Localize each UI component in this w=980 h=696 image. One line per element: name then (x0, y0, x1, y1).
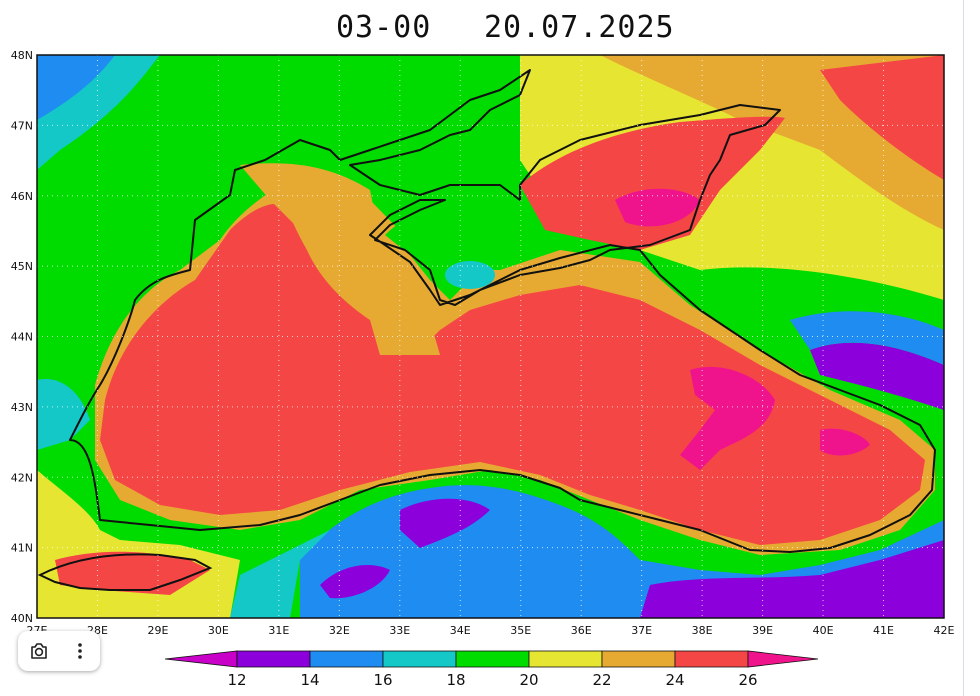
lat-tick-label: 48N (11, 49, 33, 62)
longitude-labels: 27E28E29E30E31E32E33E34E35E36E37E38E39E4… (27, 624, 955, 637)
crimea-cold-spot (445, 261, 495, 289)
lon-tick-label: 33E (389, 624, 410, 637)
colorbar-tick-label: 12 (227, 671, 246, 689)
colorbar-segment (601, 650, 676, 668)
lat-tick-label: 46N (11, 190, 33, 203)
map-title: 03-00 20.07.2025 (0, 6, 980, 46)
cold-pool-2 (320, 565, 390, 599)
colorbar-tick-label: 16 (373, 671, 392, 689)
colorbar-segment (236, 650, 311, 668)
more-vertical-icon[interactable] (65, 636, 95, 666)
lat-tick-label: 44N (11, 331, 33, 344)
colorbar-arrow-low (164, 650, 238, 668)
south-band-18 (230, 530, 330, 618)
hotspot-east-1 (680, 366, 775, 470)
cool-band-east (790, 311, 944, 365)
colorbar-segment (455, 650, 530, 668)
image-toolbar (18, 631, 100, 671)
lat-tick-label: 43N (11, 401, 33, 414)
lon-tick-label: 42E (934, 624, 955, 637)
azov-sea-warm (520, 116, 785, 250)
camera-icon[interactable] (24, 636, 54, 666)
lat-tick-label: 40N (11, 612, 33, 625)
map-frame (36, 54, 945, 619)
lon-tick-label: 36E (571, 624, 592, 637)
sea-core-26 (100, 203, 925, 545)
lon-tick-label: 39E (752, 624, 773, 637)
colorbar-segment (674, 650, 749, 668)
lon-tick-label: 41E (873, 624, 894, 637)
marmara-sea (55, 551, 210, 595)
west-coast-cool (37, 379, 90, 450)
colorbar-tick-label: 18 (446, 671, 465, 689)
marmara-coastline (37, 553, 213, 591)
lon-tick-label: 38E (692, 624, 713, 637)
lon-tick-label: 31E (268, 624, 289, 637)
nw-shelf-24 (240, 163, 440, 355)
cold-pool-east (810, 342, 944, 410)
colorbar-segment (309, 650, 384, 668)
colorbar (164, 650, 819, 668)
forecast-time: 03-00 (336, 10, 432, 45)
lon-tick-label: 34E (450, 624, 471, 637)
colorbar-tick-label: 20 (519, 671, 538, 689)
lat-tick-label: 42N (11, 471, 33, 484)
colorbar-segment (382, 650, 457, 668)
azov-hotspot (615, 188, 700, 227)
latitude-labels: 48N 47N 46N 45N 44N 43N 42N 41N 40N (11, 49, 33, 625)
forecast-date: 20.07.2025 (484, 10, 675, 45)
colorbar-tick-label: 24 (665, 671, 684, 689)
lat-tick-label: 41N (11, 542, 33, 555)
lat-tick-label: 47N (11, 119, 33, 132)
lon-tick-label: 30E (208, 624, 229, 637)
colorbar-tick-label: 22 (592, 671, 611, 689)
cold-pool-3 (640, 540, 944, 618)
lon-tick-label: 35E (510, 624, 531, 637)
colorbar-segment (528, 650, 603, 668)
coordinate-grid (37, 55, 944, 618)
colorbar-labels: 12 14 16 18 20 22 24 26 (227, 671, 757, 689)
window-edge (963, 0, 964, 696)
lon-tick-label: 40E (813, 624, 834, 637)
lon-tick-label: 32E (329, 624, 350, 637)
coastline (69, 69, 936, 553)
lat-tick-label: 45N (11, 260, 33, 273)
colorbar-tick-label: 14 (300, 671, 319, 689)
lon-tick-label: 37E (631, 624, 652, 637)
colorbar-arrow-high (747, 650, 819, 668)
cold-pool-1 (400, 498, 490, 548)
hotspot-east-2 (820, 428, 870, 456)
lon-tick-label: 29E (147, 624, 168, 637)
colorbar-tick-label: 26 (738, 671, 757, 689)
field-26-ne (820, 55, 944, 180)
field-16-18-nw (37, 55, 115, 120)
crimea-cool (385, 206, 510, 300)
